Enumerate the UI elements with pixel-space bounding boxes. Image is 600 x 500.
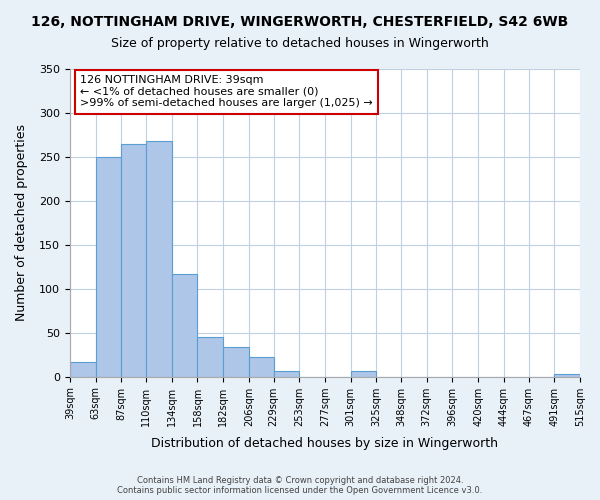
Bar xyxy=(554,374,580,376)
Bar xyxy=(197,337,223,376)
Bar xyxy=(350,372,376,376)
Text: Contains HM Land Registry data © Crown copyright and database right 2024.
Contai: Contains HM Land Registry data © Crown c… xyxy=(118,476,482,495)
Bar xyxy=(274,370,299,376)
Bar xyxy=(223,347,249,376)
Y-axis label: Number of detached properties: Number of detached properties xyxy=(15,124,28,322)
Text: Size of property relative to detached houses in Wingerworth: Size of property relative to detached ho… xyxy=(111,38,489,51)
Bar xyxy=(70,362,95,376)
Bar xyxy=(95,157,121,376)
Text: 126 NOTTINGHAM DRIVE: 39sqm
← <1% of detached houses are smaller (0)
>99% of sem: 126 NOTTINGHAM DRIVE: 39sqm ← <1% of det… xyxy=(80,75,373,108)
X-axis label: Distribution of detached houses by size in Wingerworth: Distribution of detached houses by size … xyxy=(151,437,499,450)
Bar xyxy=(121,144,146,376)
Bar xyxy=(146,141,172,376)
Text: 126, NOTTINGHAM DRIVE, WINGERWORTH, CHESTERFIELD, S42 6WB: 126, NOTTINGHAM DRIVE, WINGERWORTH, CHES… xyxy=(31,15,569,29)
Bar xyxy=(249,358,274,376)
Bar xyxy=(172,274,197,376)
